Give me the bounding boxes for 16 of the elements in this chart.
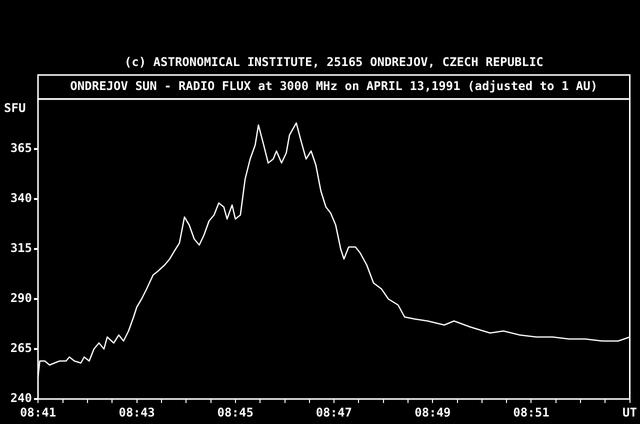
y-tick-label: 340 bbox=[10, 191, 32, 206]
y-tick-label: 265 bbox=[10, 341, 32, 356]
x-tick-label: 08:45 bbox=[217, 405, 254, 420]
y-axis-title: SFU bbox=[4, 101, 26, 116]
y-tick-label: 240 bbox=[10, 391, 32, 406]
chart-title: ONDREJOV SUN - RADIO FLUX at 3000 MHz on APRIL 13,1991 (adjusted to 1 AU) bbox=[70, 79, 598, 94]
x-tick-label: 08:47 bbox=[316, 405, 352, 420]
y-tick-label: 365 bbox=[10, 141, 32, 156]
y-tick-label: 315 bbox=[10, 241, 32, 256]
y-tick-label: 290 bbox=[10, 291, 32, 306]
text: (c) ASTRONOMICAL INSTITUTE, 25165 ONDREJOV, CZECH REPUBLIC bbox=[124, 55, 544, 70]
x-tick-label: 08:43 bbox=[118, 405, 155, 420]
x-tick-label: UT bbox=[622, 405, 637, 420]
x-tick-label: 08:41 bbox=[20, 405, 56, 420]
x-tick-label: 08:51 bbox=[513, 405, 550, 420]
x-tick-label: 08:49 bbox=[414, 405, 451, 420]
